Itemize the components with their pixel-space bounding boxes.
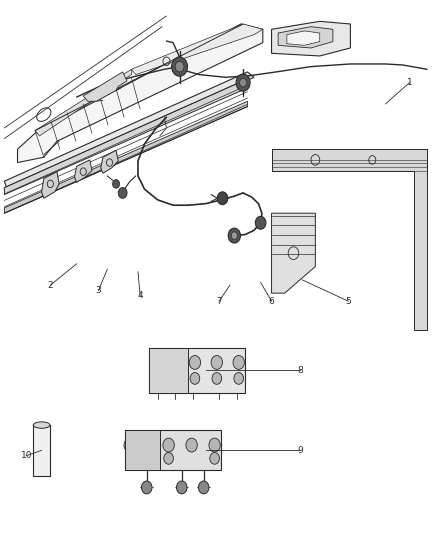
Circle shape bbox=[234, 373, 244, 384]
Circle shape bbox=[189, 356, 201, 369]
Circle shape bbox=[186, 438, 197, 452]
Polygon shape bbox=[4, 101, 247, 213]
Polygon shape bbox=[125, 431, 160, 471]
Circle shape bbox=[198, 481, 209, 494]
Circle shape bbox=[209, 438, 220, 452]
Ellipse shape bbox=[33, 422, 50, 429]
Text: 2: 2 bbox=[48, 281, 53, 289]
Circle shape bbox=[217, 192, 228, 205]
Polygon shape bbox=[125, 431, 221, 471]
Circle shape bbox=[177, 481, 187, 494]
Polygon shape bbox=[4, 72, 254, 188]
Circle shape bbox=[240, 78, 247, 87]
Circle shape bbox=[233, 356, 244, 369]
Circle shape bbox=[124, 439, 134, 451]
Polygon shape bbox=[287, 31, 320, 45]
Polygon shape bbox=[272, 21, 350, 56]
Circle shape bbox=[150, 439, 161, 451]
Circle shape bbox=[113, 180, 120, 188]
Polygon shape bbox=[83, 72, 127, 101]
Circle shape bbox=[228, 228, 240, 243]
Text: 8: 8 bbox=[297, 366, 303, 375]
Polygon shape bbox=[35, 69, 131, 136]
Polygon shape bbox=[149, 348, 245, 393]
Polygon shape bbox=[33, 425, 50, 475]
Polygon shape bbox=[278, 27, 333, 48]
Text: 1: 1 bbox=[406, 78, 413, 87]
Text: 3: 3 bbox=[95, 286, 102, 295]
Text: 5: 5 bbox=[345, 297, 351, 305]
Polygon shape bbox=[101, 150, 118, 173]
Circle shape bbox=[154, 371, 163, 383]
Circle shape bbox=[141, 481, 152, 494]
Polygon shape bbox=[131, 24, 263, 75]
Circle shape bbox=[255, 216, 266, 229]
Circle shape bbox=[118, 188, 127, 198]
Polygon shape bbox=[42, 172, 59, 198]
Circle shape bbox=[164, 453, 173, 464]
Circle shape bbox=[167, 357, 179, 371]
Circle shape bbox=[168, 371, 178, 383]
Text: 4: 4 bbox=[138, 292, 143, 300]
Circle shape bbox=[236, 74, 250, 91]
Text: 9: 9 bbox=[297, 446, 303, 455]
Polygon shape bbox=[149, 348, 188, 393]
Polygon shape bbox=[272, 149, 427, 330]
Text: 6: 6 bbox=[268, 297, 275, 305]
Polygon shape bbox=[74, 160, 92, 182]
Text: 10: 10 bbox=[21, 451, 32, 460]
Text: 7: 7 bbox=[216, 297, 222, 305]
Polygon shape bbox=[272, 149, 427, 171]
Polygon shape bbox=[18, 24, 263, 163]
Polygon shape bbox=[4, 79, 247, 195]
Circle shape bbox=[231, 232, 237, 239]
Circle shape bbox=[190, 373, 200, 384]
Circle shape bbox=[153, 357, 164, 371]
Circle shape bbox=[172, 57, 187, 76]
Circle shape bbox=[137, 439, 148, 451]
Circle shape bbox=[163, 438, 174, 452]
Circle shape bbox=[211, 356, 223, 369]
Circle shape bbox=[175, 61, 184, 72]
Circle shape bbox=[212, 373, 222, 384]
Circle shape bbox=[210, 453, 219, 464]
Polygon shape bbox=[272, 213, 315, 293]
